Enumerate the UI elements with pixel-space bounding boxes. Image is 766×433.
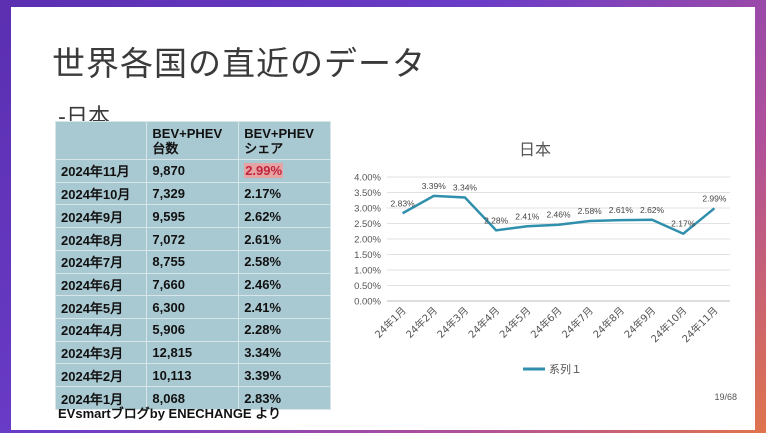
table-row: 2024年7月 8,755 2.58% [54,249,331,274]
slide: 世界各国の直近のデータ -日本 BEV+PHEV 台数 BEV+PHEV シェア… [11,7,755,430]
page-number: 19/68 [714,392,737,402]
month-cell: 2024年7月 [54,249,148,274]
data-label: 2.17% [671,219,696,229]
data-label: 2.83% [391,198,416,208]
share-cell: 2.46% [238,272,331,297]
x-tick-label: 24年2月 [403,304,440,341]
y-tick-label: 0.50% [354,281,381,292]
x-tick-label: 24年4月 [465,304,502,341]
share-cell: 3.34% [238,340,331,365]
month-cell: 2024年3月 [54,340,148,365]
table-row: 2024年2月 10,113 3.39% [54,363,331,388]
y-tick-label: 3.00% [354,204,381,215]
share-cell: 2.28% [238,318,331,342]
units-cell: 7,072 [146,227,240,251]
units-cell: 8,068 [146,386,240,410]
data-label: 2.99% [702,193,727,203]
x-tick-label: 24年6月 [528,304,565,341]
line-chart: 日本 4.00% 3.50% 3.00% 2.50% 2.00% 1.50% 1.00% 0.… [354,140,730,376]
data-label: 2.46% [546,210,571,220]
share-cell: 2.62% [238,204,331,229]
x-tick-label: 24年5月 [497,304,534,341]
share-cell: 2.41% [238,295,331,320]
share-cell: 2.83% [238,386,331,410]
data-table: BEV+PHEV 台数 BEV+PHEV シェア 2024年11月 9,870 2.… [54,121,331,410]
share-cell: 2.99% [238,159,331,183]
legend-label: 系列１ [549,362,582,376]
month-cell: 2024年9月 [54,204,148,229]
table-row: 2024年6月 7,660 2.46% [54,272,331,297]
month-cell: 2024年6月 [54,272,148,297]
table-row: 2024年1月 8,068 2.83% [54,386,331,410]
month-cell: 2024年11月 [54,159,148,183]
table-header-cell [54,121,148,160]
data-label: 2.28% [484,215,509,225]
table-header-units: BEV+PHEV 台数 [146,121,240,160]
series-line [401,194,716,236]
units-cell: 6,300 [146,295,240,320]
month-cell: 2024年5月 [54,295,148,320]
share-cell: 2.61% [238,227,331,251]
share-cell: 2.17% [238,181,331,206]
table-row: 2024年11月 9,870 2.99% [54,159,331,183]
units-cell: 8,755 [146,249,240,274]
table-row: 2024年10月 7,329 2.17% [54,181,331,206]
month-cell: 2024年1月 [54,386,148,410]
x-tick-label: 24年3月 [434,304,471,341]
data-label: 3.39% [422,181,447,191]
data-label: 3.34% [453,182,478,192]
y-tick-label: 1.50% [354,250,381,261]
chart-title: 日本 [519,140,551,159]
units-cell: 9,595 [146,204,240,229]
share-cell: 3.39% [238,363,331,388]
share-cell: 2.58% [238,249,331,274]
units-cell: 10,113 [146,363,240,388]
table-row: 2024年4月 5,906 2.28% [54,318,331,342]
source-caption: EVsmartブログby ENECHANGE より [58,406,281,421]
units-cell: 12,815 [146,340,240,365]
units-cell: 5,906 [146,318,240,342]
x-tick-label: 24年7月 [559,304,596,341]
highlighted-value: 2.99% [244,163,284,179]
table-row: 2024年8月 7,072 2.61% [54,227,331,251]
y-tick-label: 1.00% [354,266,381,277]
month-cell: 2024年4月 [54,318,148,342]
units-cell: 9,870 [146,159,240,183]
units-cell: 7,660 [146,272,240,297]
x-tick-label: 24年8月 [590,304,627,341]
table-row: 2024年9月 9,595 2.62% [54,204,331,229]
y-tick-label: 0.00% [354,297,381,308]
table-row: 2024年5月 6,300 2.41% [54,295,331,320]
table-header-share: BEV+PHEV シェア [238,121,331,160]
y-tick-label: 4.00% [354,173,381,184]
month-cell: 2024年8月 [54,227,148,251]
month-cell: 2024年2月 [54,363,148,388]
table-row: 2024年3月 12,815 3.34% [54,340,331,365]
data-label: 2.62% [640,205,665,215]
y-tick-label: 3.50% [354,188,381,199]
y-tick-label: 2.00% [354,235,381,246]
table-header-row: BEV+PHEV 台数 BEV+PHEV シェア [54,121,331,160]
y-tick-label: 2.50% [354,219,381,230]
data-label: 2.61% [609,205,634,215]
data-label: 2.58% [578,206,603,216]
x-tick-label: 24年1月 [372,304,409,341]
month-cell: 2024年10月 [54,181,148,206]
slide-title: 世界各国の直近のデータ [52,44,426,83]
units-cell: 7,329 [146,181,240,206]
data-label: 2.41% [515,211,540,221]
